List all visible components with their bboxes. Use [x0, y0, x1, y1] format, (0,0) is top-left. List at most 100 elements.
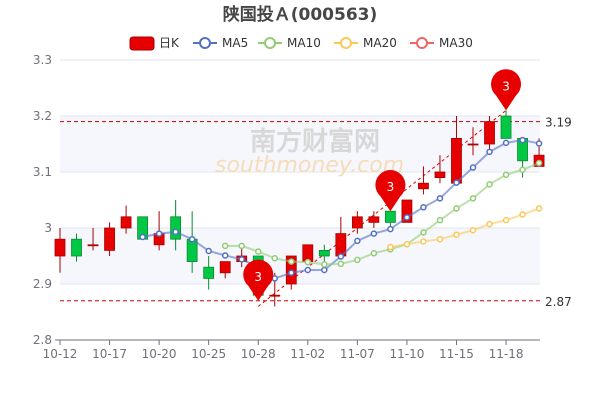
x-tick-label: 11-02 — [290, 347, 325, 361]
ma10-point — [469, 195, 477, 202]
reference-line-label: 3.19 — [545, 116, 572, 130]
pin-marker — [243, 259, 274, 301]
x-tick-label: 11-10 — [389, 347, 424, 361]
reference-line-label: 2.87 — [545, 295, 572, 309]
ma5-point — [436, 195, 444, 202]
ma5-point — [469, 164, 477, 171]
ma5-point — [288, 269, 295, 277]
ma20-point — [535, 205, 543, 212]
candle-body-11-09 — [384, 210, 396, 223]
candle-body-10-13 — [71, 238, 82, 257]
ma10-point — [420, 229, 427, 236]
candle-body-11-18 — [500, 115, 512, 139]
ma10-point — [519, 166, 526, 174]
candle-body-11-17 — [484, 121, 495, 145]
ma20-point — [486, 220, 493, 228]
ma5-point — [370, 230, 378, 237]
grid-band — [60, 228, 540, 284]
ma20-point — [436, 235, 444, 243]
ma10-point — [370, 249, 378, 257]
ma5-point — [155, 230, 163, 237]
ma20-point — [420, 238, 427, 245]
ma5-point — [453, 179, 460, 186]
ma20-point — [502, 216, 510, 224]
ma5-point — [535, 140, 543, 147]
chart-title: 陕国投Ａ(000563) — [223, 4, 378, 25]
ma5-point — [205, 247, 212, 255]
legend-swatch-kline — [129, 36, 155, 51]
ma5-point — [420, 204, 427, 211]
y-tick-label: 2.9 — [33, 277, 52, 291]
legend-label: 日K — [159, 36, 180, 50]
ma20-line — [390, 207, 540, 249]
ma10-point — [436, 216, 444, 224]
ma10-point — [254, 248, 262, 255]
ma20-point — [469, 226, 477, 234]
ma5-point — [172, 228, 179, 236]
x-tick-label: 10-28 — [241, 347, 276, 361]
x-tick-label: 11-15 — [439, 347, 474, 361]
legend-swatch-point — [416, 37, 428, 49]
ma5-point — [321, 266, 328, 274]
ma10-point — [238, 242, 245, 250]
ma5-point — [403, 214, 411, 221]
candle-body-11-07 — [351, 216, 363, 229]
pin-marker-label: 3 — [254, 270, 262, 284]
ma10-point — [453, 205, 460, 212]
candle-body-10-18 — [120, 216, 132, 229]
ma5-point — [139, 233, 146, 241]
candle-body-11-14 — [434, 171, 446, 178]
legend-label: MA5 — [222, 36, 248, 50]
x-tick-label: 11-18 — [489, 347, 524, 361]
ma20-point — [519, 211, 526, 218]
ma10-point — [337, 260, 345, 268]
ma10-point — [221, 242, 229, 250]
ma5-point — [519, 136, 526, 144]
candle-body-10-21 — [170, 216, 182, 240]
ma10-point — [502, 171, 510, 179]
y-tick-label: 2.8 — [33, 333, 52, 347]
candle-body-10-26 — [219, 261, 231, 274]
ma5-point — [188, 235, 196, 243]
candle-body-10-12 — [54, 238, 66, 257]
ma10-point — [271, 254, 279, 262]
x-tick-label: 10-12 — [43, 347, 78, 361]
x-tick-label: 10-17 — [92, 347, 127, 361]
candle-body-11-03 — [318, 249, 330, 257]
ma10-point — [535, 159, 543, 167]
ma5-point — [387, 225, 394, 233]
candle-body-10-31 — [269, 294, 281, 297]
ma10-point — [321, 261, 328, 268]
candle-body-10-17 — [104, 227, 115, 251]
ma20-point — [403, 240, 411, 248]
ma10-point — [304, 258, 312, 266]
y-tick-label: 3.1 — [33, 165, 52, 179]
legend-swatch-point — [264, 37, 276, 49]
ma5-point — [221, 252, 229, 259]
candle-body-11-08 — [368, 216, 380, 223]
x-tick-label: 11-07 — [340, 347, 375, 361]
ma20-point — [453, 231, 460, 238]
candle-body-11-11 — [418, 182, 429, 190]
pin-marker-label: 3 — [387, 180, 395, 194]
legend-swatch-point — [199, 37, 211, 49]
candle-body-11-15 — [451, 137, 462, 184]
candle-body-10-14 — [87, 244, 99, 247]
y-tick-label: 3.3 — [33, 53, 52, 67]
ma20-point — [387, 243, 394, 251]
ma10-point — [288, 258, 295, 265]
ma5-point — [304, 266, 312, 274]
ma5-point — [337, 253, 345, 260]
trend-line — [257, 110, 507, 307]
candle-body-11-10 — [401, 199, 413, 223]
watermark-text: 南方财富网 — [250, 126, 380, 157]
legend-label: MA10 — [287, 36, 321, 50]
candle-body-11-16 — [467, 143, 479, 146]
y-tick-label: 3.2 — [33, 109, 52, 123]
pin-marker-label: 3 — [502, 79, 510, 93]
pin-marker — [375, 170, 406, 212]
ma10-point — [354, 256, 361, 264]
ma5-point — [354, 237, 361, 245]
